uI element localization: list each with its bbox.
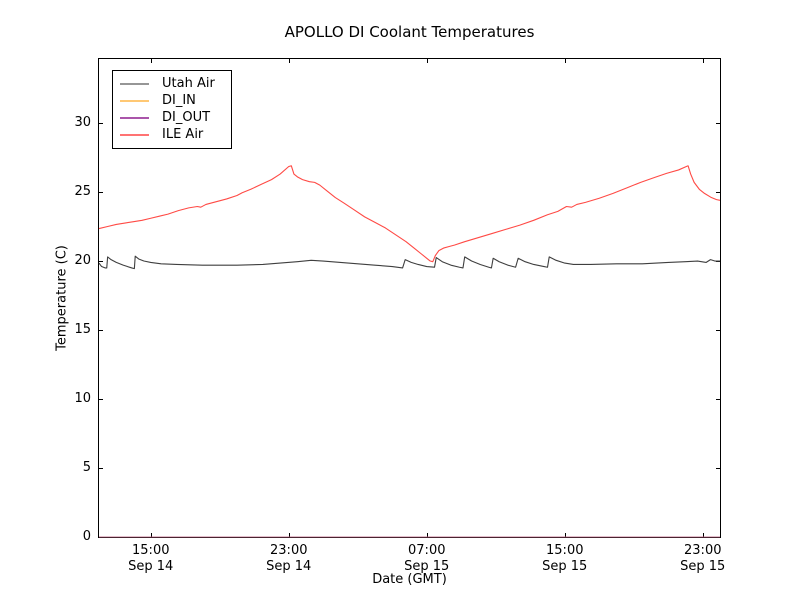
x-tick-time: 23:00 — [270, 543, 308, 558]
x-tick-date: Sep 14 — [128, 559, 174, 574]
legend-item-di-in: DI_IN — [120, 92, 224, 109]
y-tick-label: 15 — [74, 322, 91, 337]
x-tick-time: 15:00 — [546, 543, 584, 558]
x-tick-label: 23:00 Sep 15 — [658, 543, 748, 575]
legend-label: DI_OUT — [162, 110, 211, 125]
series-line-ile-air — [98, 165, 721, 263]
legend-item-ile-air: ILE Air — [120, 126, 224, 143]
y-tick-label: 30 — [74, 115, 91, 131]
x-tick-date: Sep 15 — [542, 559, 588, 574]
y-tick-label: 5 — [82, 460, 91, 475]
x-tick-time: 23:00 — [684, 543, 722, 558]
x-tick-date: Sep 14 — [266, 559, 312, 574]
legend-label: ILE Air — [162, 127, 204, 142]
y-tick-label: 0 — [82, 529, 91, 544]
legend-item-utah-air: Utah Air — [120, 75, 224, 92]
x-tick-label: 15:00 Sep 15 — [520, 543, 610, 575]
y-tick-label: 25 — [74, 184, 91, 200]
legend: Utah Air DI_IN DI_OUT ILE Air — [112, 70, 232, 149]
x-tick-date: Sep 15 — [680, 559, 726, 574]
x-axis-label: Date (GMT) — [372, 572, 447, 587]
x-tick-date: Sep 15 — [404, 559, 450, 574]
series-line-utah-air — [98, 255, 720, 270]
legend-label: Utah Air — [162, 76, 215, 91]
legend-line-swatch — [120, 133, 149, 136]
legend-label: DI_IN — [162, 93, 196, 108]
x-tick-time: 07:00 — [408, 543, 446, 558]
legend-line-swatch — [120, 116, 149, 119]
legend-line-swatch — [120, 99, 149, 102]
x-tick-label: 07:00 Sep 15 — [382, 543, 472, 575]
chart-title: APOLLO DI Coolant Temperatures — [284, 23, 535, 41]
legend-line-swatch — [120, 82, 149, 85]
y-tick-label: 20 — [74, 253, 91, 269]
x-tick-label: 15:00 Sep 14 — [106, 543, 196, 575]
x-tick-label: 23:00 Sep 14 — [244, 543, 334, 575]
x-tick-time: 15:00 — [132, 543, 170, 558]
y-tick-label: 10 — [74, 391, 91, 406]
legend-item-di-out: DI_OUT — [120, 109, 224, 126]
